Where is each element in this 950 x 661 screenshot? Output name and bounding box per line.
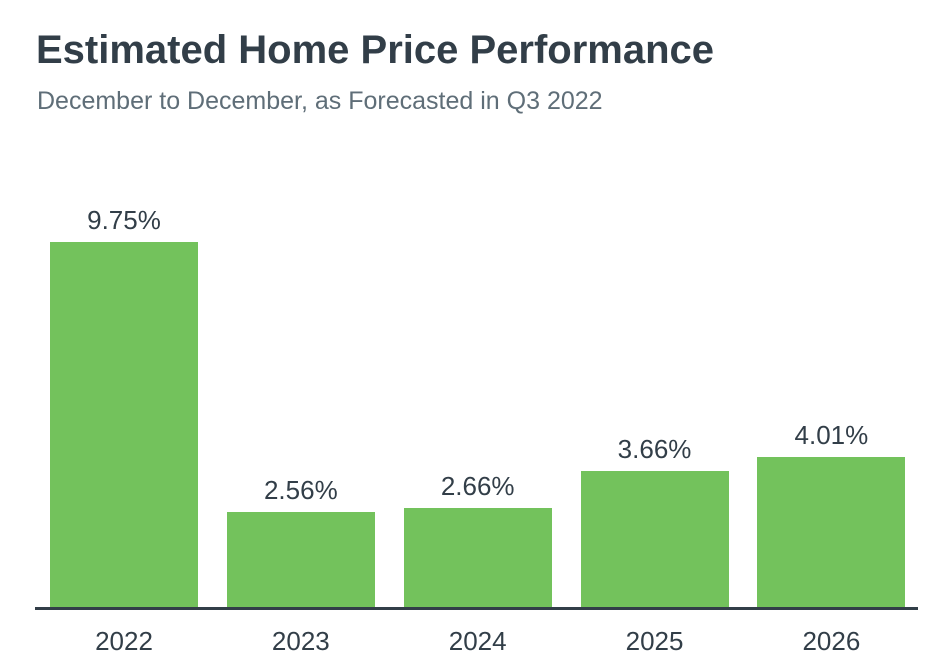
chart-subtitle: December to December, as Forecasted in Q… bbox=[37, 87, 603, 115]
bar-value-label-2022: 9.75% bbox=[87, 205, 161, 235]
bar-2026 bbox=[757, 457, 906, 608]
chart-title: Estimated Home Price Performance bbox=[36, 28, 715, 72]
bar-2022 bbox=[50, 242, 198, 608]
x-tick-label-2024: 2024 bbox=[448, 626, 507, 656]
bar-2023 bbox=[226, 511, 375, 608]
bar-2024 bbox=[403, 508, 552, 608]
bar-2025 bbox=[580, 470, 729, 608]
x-tick-label-2025: 2025 bbox=[625, 626, 684, 656]
bar-value-label-2025: 3.66% bbox=[617, 433, 692, 464]
bar-value-label-2023: 2.56% bbox=[263, 474, 338, 505]
bar-value-label-2026: 4.01% bbox=[794, 420, 869, 451]
x-tick-label-2023: 2023 bbox=[271, 626, 330, 656]
x-tick-label-2026: 2026 bbox=[802, 626, 861, 656]
x-tick-label-2022: 2022 bbox=[95, 626, 153, 656]
bar-value-label-2024: 2.66% bbox=[440, 471, 515, 502]
x-axis-line bbox=[35, 607, 918, 610]
